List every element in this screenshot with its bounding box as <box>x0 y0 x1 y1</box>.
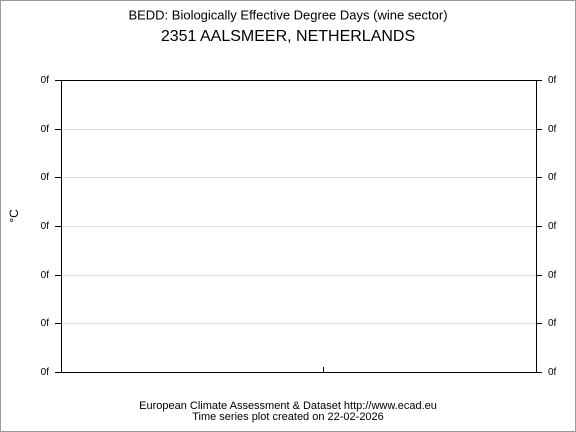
y-tick-label: 0f <box>548 221 557 232</box>
y-tick-label: 0f <box>548 172 557 183</box>
y-tick-label: 0f <box>548 270 557 281</box>
chart-title: BEDD: Biologically Effective Degree Days… <box>128 7 447 22</box>
y-tick-label: 0f <box>548 124 557 135</box>
y-tick-label: 0f <box>548 318 557 329</box>
y-tick-label: 0f <box>548 367 557 378</box>
footer-note: European Climate Assessment & Dataset ht… <box>139 400 437 412</box>
y-tick-label: 0f <box>41 270 50 281</box>
chart-subtitle: 2351 AALSMEER, NETHERLANDS <box>161 28 415 45</box>
y-tick-label: 0f <box>41 318 50 329</box>
y-tick-label: 0f <box>41 172 50 183</box>
plot-area <box>61 80 537 373</box>
y-tick-label: 0f <box>41 75 50 86</box>
y-tick-label: 0f <box>548 75 557 86</box>
y-tick-label: 0f <box>41 124 50 135</box>
y-axis-label: °C <box>7 209 21 223</box>
y-tick-label: 0f <box>41 367 50 378</box>
footer-note: Time series plot created on 22-02-2026 <box>192 411 384 423</box>
y-tick-label: 0f <box>41 221 50 232</box>
